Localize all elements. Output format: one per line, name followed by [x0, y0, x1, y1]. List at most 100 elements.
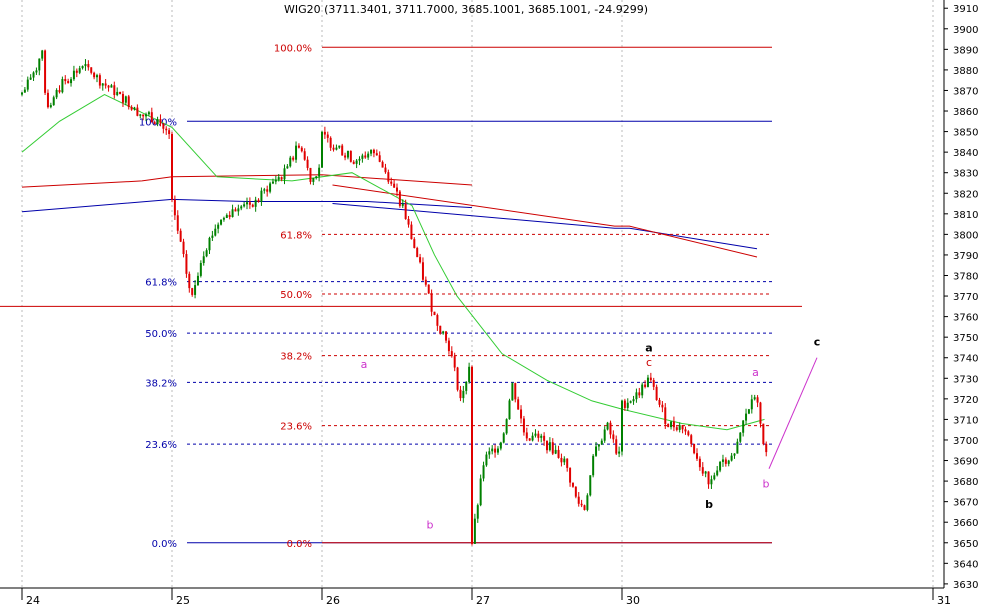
candle-body: [719, 461, 722, 471]
candle-body: [44, 50, 47, 93]
candle-body: [136, 107, 139, 116]
candle-body: [78, 68, 81, 73]
fib-level-label: 38.2%: [145, 378, 177, 389]
y-tick-label: 3720: [953, 395, 978, 406]
candle-body: [404, 203, 407, 219]
candle-body: [433, 311, 436, 316]
candle-body: [61, 79, 64, 93]
candle-body: [110, 85, 113, 88]
fibonacci-layer: 100.0%61.8%50.0%38.2%23.6%0.0%100.0%61.8…: [139, 43, 772, 550]
candle-body: [557, 449, 560, 458]
candle-body: [742, 420, 745, 433]
candle-body: [303, 151, 306, 160]
y-tick-label: 3870: [953, 86, 978, 97]
candle-body: [234, 209, 237, 212]
candle-body: [675, 427, 678, 430]
candle-body: [528, 438, 531, 441]
fib-level-label: 38.2%: [280, 352, 312, 363]
candle-body: [358, 158, 361, 161]
candle-body: [618, 451, 621, 454]
y-tick-label: 3880: [953, 66, 978, 77]
candle-body: [254, 199, 257, 207]
candle-body: [297, 145, 300, 148]
candle-body: [326, 134, 329, 138]
candle-body: [289, 157, 292, 167]
candle-body: [329, 137, 332, 148]
lines-layer: [0, 184, 802, 307]
candle-body: [243, 204, 246, 207]
candle-body: [29, 77, 32, 80]
candle-body: [750, 399, 753, 410]
x-tick-label: 27: [476, 594, 490, 607]
candle-body: [150, 112, 153, 123]
candle-body: [442, 331, 445, 334]
fib-level-label: 50.0%: [280, 290, 312, 301]
candle-body: [32, 72, 35, 78]
candle-body: [205, 250, 208, 257]
chart-title: WIG20 (3711.3401, 3711.7000, 3685.1001, …: [284, 3, 648, 16]
candle-body: [225, 215, 228, 218]
y-tick-label: 3650: [953, 539, 978, 550]
candle-body: [393, 183, 396, 188]
candle-body: [453, 356, 456, 368]
candle-body: [473, 518, 476, 544]
candle-body: [681, 425, 684, 430]
candle-body: [592, 455, 595, 476]
candle-body: [687, 431, 690, 436]
y-tick-label: 3790: [953, 251, 978, 262]
candle-body: [113, 85, 116, 96]
candle-body: [372, 149, 375, 154]
candle-body: [580, 503, 583, 506]
candle-body: [156, 119, 159, 125]
candle-body: [375, 153, 378, 156]
candle-body: [502, 433, 505, 443]
trend-line: [332, 203, 758, 250]
candle-body: [396, 187, 398, 192]
x-tick-label: 26: [326, 594, 340, 607]
candle-body: [196, 275, 199, 286]
candle-body: [75, 70, 78, 73]
candle-body: [21, 92, 23, 95]
y-tick-label: 3630: [953, 580, 978, 591]
candle-body: [286, 166, 289, 169]
fib-level-label: 23.6%: [145, 440, 177, 451]
candle-body: [248, 202, 251, 205]
candle-body: [424, 279, 427, 285]
candle-body: [534, 433, 537, 436]
candle-body: [597, 444, 600, 447]
candle-body: [465, 381, 468, 391]
candle-body: [119, 91, 122, 94]
candle-body: [214, 228, 217, 236]
y-tick-label: 3750: [953, 333, 978, 344]
candle-body: [251, 204, 254, 207]
candle-body: [344, 155, 347, 158]
candle-body: [430, 293, 433, 312]
candle-body: [652, 380, 655, 387]
y-tick-label: 3830: [953, 169, 978, 180]
candle-body: [228, 215, 231, 218]
candle-body: [721, 459, 724, 462]
candle-body: [447, 340, 450, 352]
candle-body: [133, 107, 136, 110]
candle-body: [202, 256, 205, 263]
candle-body: [471, 366, 473, 544]
y-tick-label: 3910: [953, 4, 978, 15]
candle-body: [292, 157, 295, 160]
candle-body: [548, 442, 551, 451]
wave-label: a: [645, 342, 652, 355]
candle-body: [410, 224, 413, 240]
candle-body: [90, 67, 93, 73]
y-tick-label: 3840: [953, 148, 978, 159]
candle-body: [87, 64, 90, 68]
candle-body: [64, 79, 67, 82]
candle-body: [701, 467, 704, 474]
candle-body: [355, 160, 358, 164]
candle-body: [338, 145, 341, 148]
wave-label: b: [705, 498, 713, 511]
candle-body: [176, 215, 179, 231]
y-tick-label: 3800: [953, 230, 978, 241]
candle-body: [632, 399, 635, 402]
candle-body: [667, 423, 670, 428]
candle-body: [81, 66, 84, 69]
